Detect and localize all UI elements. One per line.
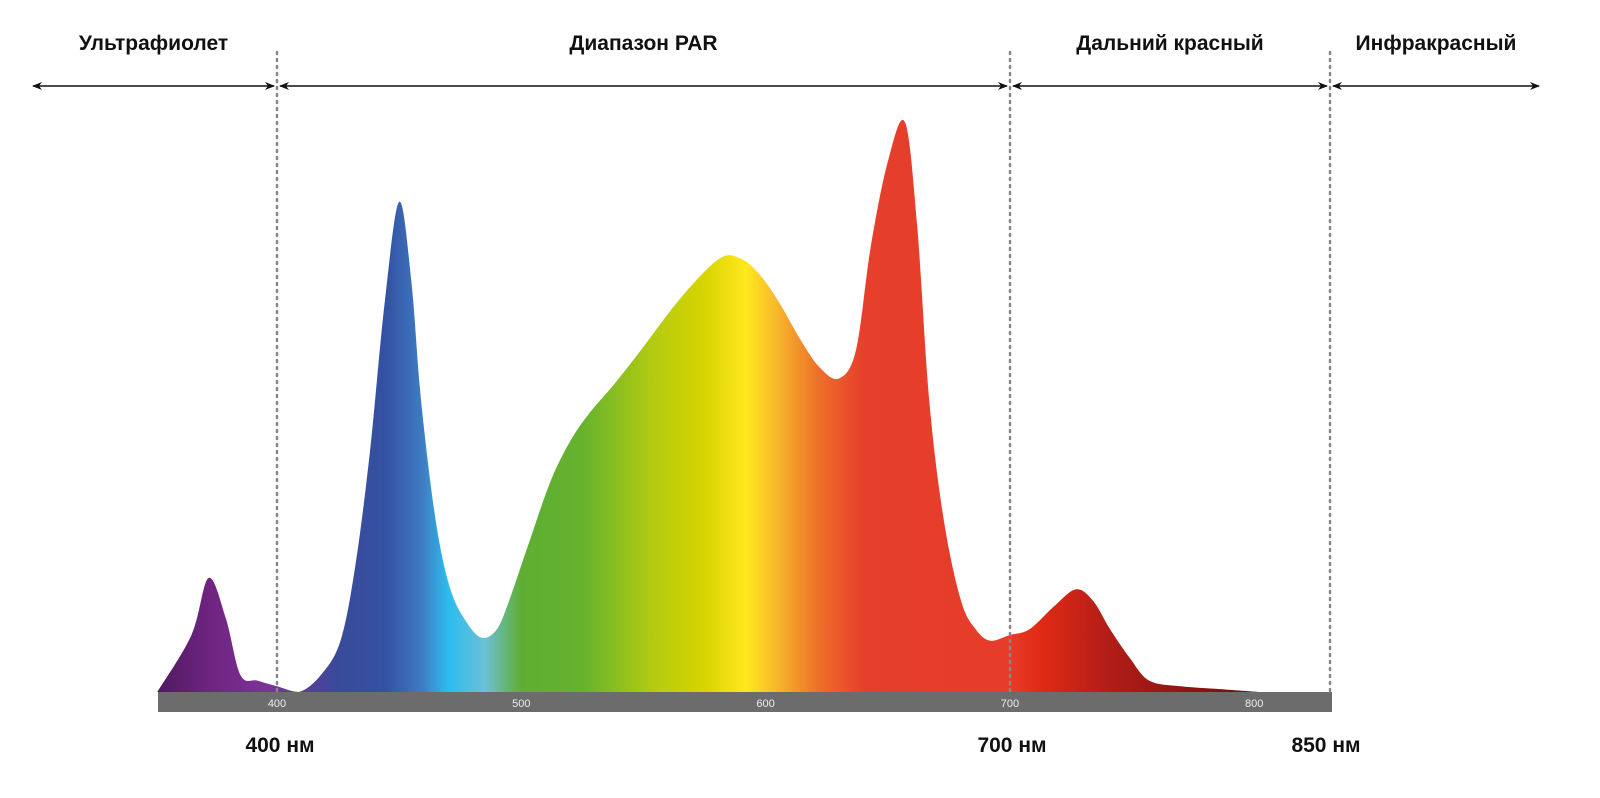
tick-label: 600 — [756, 698, 774, 710]
tick-label: 800 — [1245, 698, 1263, 710]
region-label: Инфракрасный — [1356, 32, 1517, 55]
tick-label: 700 — [1001, 698, 1019, 710]
region-label: Ультрафиолет — [79, 32, 228, 55]
boundary-label: 850 нм — [1291, 734, 1360, 757]
region-label: Дальний красный — [1076, 32, 1263, 55]
region-label: Диапазон PAR — [569, 32, 717, 55]
boundary-label: 400 нм — [245, 734, 314, 757]
spectrum-area — [157, 119, 1260, 692]
boundary-label: 700 нм — [977, 734, 1046, 757]
tick-label: 400 — [268, 698, 286, 710]
axis-bar — [158, 692, 1332, 712]
tick-label: 500 — [512, 698, 530, 710]
